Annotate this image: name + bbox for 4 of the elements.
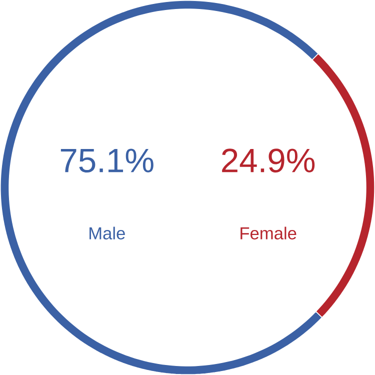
data-label: 75.1%	[60, 148, 154, 172]
data-label: 24.9%	[222, 148, 315, 172]
slice-label: Female	[240, 226, 296, 240]
slice-label: Male	[90, 226, 125, 240]
